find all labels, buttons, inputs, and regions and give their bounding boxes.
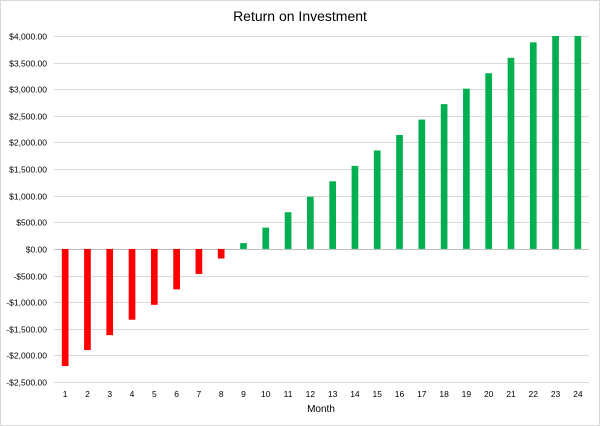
x-tick-label: 17 — [417, 389, 427, 399]
y-tick-label: $2,500.00 — [9, 112, 47, 122]
bar-month-23 — [552, 36, 559, 249]
x-tick-label: 13 — [328, 389, 338, 399]
y-tick-label: -$1,000.00 — [6, 298, 47, 308]
x-tick-label: 21 — [506, 389, 516, 399]
bar-month-1 — [61, 248, 69, 367]
x-tick-label: 11 — [284, 389, 293, 399]
bar-month-11 — [284, 212, 292, 249]
x-tick-label: 23 — [551, 389, 561, 399]
bar-month-8 — [217, 248, 225, 259]
bar-month-20 — [485, 73, 493, 249]
x-tick-label: 16 — [395, 389, 405, 399]
x-tick-label: 6 — [174, 389, 179, 399]
bar-month-9 — [240, 243, 247, 249]
x-tick-label: 24 — [573, 389, 583, 399]
bar-month-12 — [307, 196, 314, 249]
y-tick-label: -$1,500.00 — [6, 325, 47, 335]
y-tick-label: -$500.00 — [13, 272, 47, 282]
x-tick-label: 14 — [350, 389, 360, 399]
x-tick-label: 1 — [63, 389, 68, 399]
bar-month-21 — [507, 57, 515, 249]
bar-month-2 — [84, 248, 91, 351]
x-tick-label: 2 — [85, 389, 90, 399]
x-tick-label: 4 — [130, 389, 135, 399]
x-tick-label: 19 — [462, 389, 472, 399]
x-tick-label: 3 — [107, 389, 112, 399]
x-tick-label: 5 — [152, 389, 157, 399]
y-tick-label: $4,000.00 — [9, 32, 47, 42]
bar-month-22 — [529, 42, 537, 249]
y-tick-label: $1,500.00 — [9, 165, 47, 175]
bar-month-4 — [128, 248, 136, 320]
bar-month-5 — [150, 248, 158, 305]
chart-title: Return on Investment — [233, 8, 367, 24]
y-tick-label: -$2,000.00 — [6, 351, 47, 361]
y-tick-label: $2,000.00 — [9, 138, 47, 148]
y-tick-label: $1,000.00 — [9, 192, 47, 202]
bar-month-24 — [574, 36, 582, 249]
x-tick-label: 10 — [261, 389, 271, 399]
y-tick-label: $500.00 — [16, 218, 47, 228]
y-tick-label: $3,500.00 — [9, 59, 47, 69]
bar-month-16 — [396, 135, 403, 249]
x-tick-label: 18 — [439, 389, 449, 399]
x-tick-label: 20 — [484, 389, 494, 399]
bar-month-3 — [106, 248, 114, 336]
x-axis-label: Month — [307, 404, 335, 415]
bar-month-13 — [329, 181, 336, 249]
x-tick-label: 9 — [241, 389, 246, 399]
y-tick-label: $0.00 — [26, 245, 48, 255]
bar-month-7 — [195, 248, 203, 274]
bar-month-14 — [351, 165, 359, 249]
bar-month-18 — [440, 104, 448, 249]
x-axis-ticks: 1 2 3 4 5 6 7 8 9 10 11 12 13 14 15 16 17 18 19 20 21 22 23 24 — [63, 389, 583, 399]
bar-month-19 — [463, 88, 470, 249]
x-tick-label: 7 — [197, 389, 202, 399]
bar-month-15 — [373, 150, 381, 249]
gridlines — [54, 36, 589, 383]
x-tick-label: 15 — [372, 389, 382, 399]
y-tick-label: -$2,500.00 — [6, 378, 47, 388]
bar-month-10 — [262, 227, 270, 249]
x-tick-label: 12 — [306, 389, 316, 399]
bar-month-17 — [418, 119, 426, 249]
x-tick-label: 22 — [529, 389, 539, 399]
bar-month-6 — [173, 248, 180, 290]
bars — [61, 36, 582, 367]
x-tick-label: 8 — [219, 389, 224, 399]
y-tick-label: $3,000.00 — [9, 85, 47, 95]
y-axis-ticks: -$2,500.00 -$2,000.00 -$1,500.00 -$1,000.00… — [6, 32, 47, 388]
